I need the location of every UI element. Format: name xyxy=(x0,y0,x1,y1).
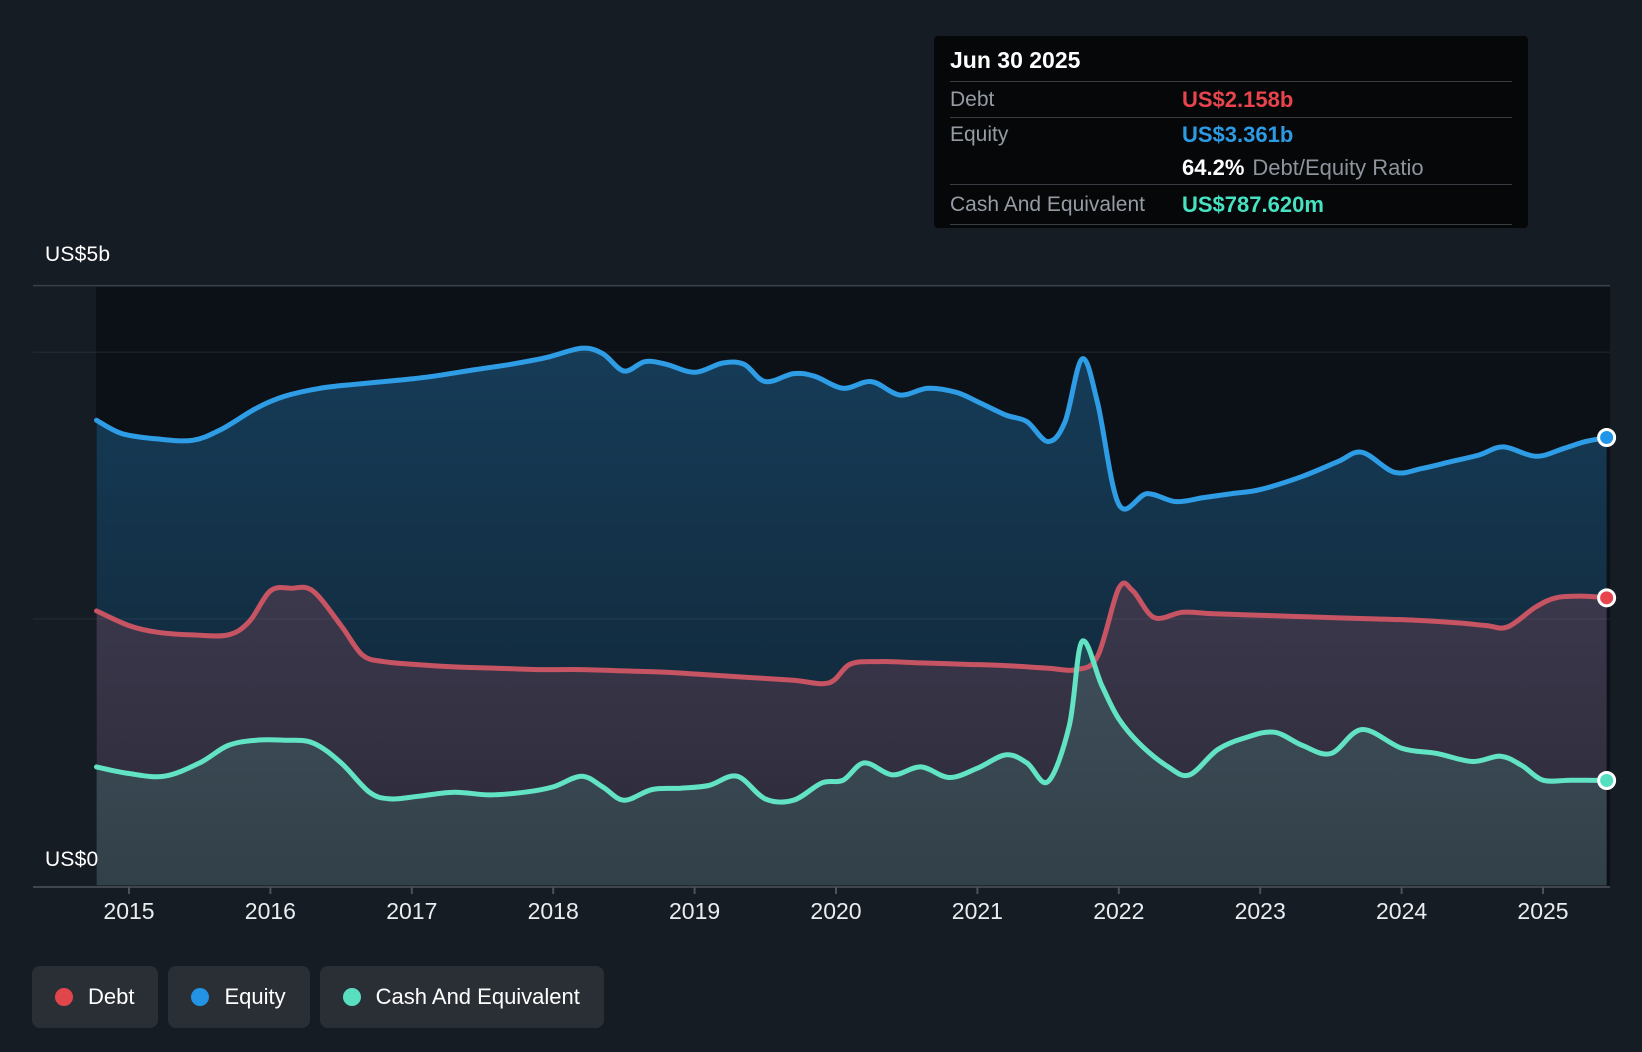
y-axis-zero-label: US$0 xyxy=(45,848,98,872)
tooltip-debt-label: Debt xyxy=(950,88,1182,112)
equity-endpoint-marker xyxy=(1599,429,1615,445)
chart-legend: Debt Equity Cash And Equivalent xyxy=(32,966,604,1028)
tooltip-ratio-label: Debt/Equity Ratio xyxy=(1252,155,1423,181)
tooltip-cash-label: Cash And Equivalent xyxy=(950,193,1182,217)
tooltip-cash-value: US$787.620m xyxy=(1182,192,1324,218)
year-label-2023: 2023 xyxy=(1235,898,1286,925)
year-label-2025: 2025 xyxy=(1517,898,1568,925)
legend-equity-label: Equity xyxy=(224,984,285,1010)
legend-item-equity[interactable]: Equity xyxy=(168,966,309,1028)
tooltip-row-ratio: 64.2% Debt/Equity Ratio xyxy=(950,151,1512,184)
legend-cash-label: Cash And Equivalent xyxy=(376,984,580,1010)
debt-endpoint-marker xyxy=(1599,590,1615,606)
year-label-2020: 2020 xyxy=(810,898,861,925)
debt-dot-icon xyxy=(55,988,73,1006)
legend-debt-label: Debt xyxy=(88,984,134,1010)
tooltip-debt-value: US$2.158b xyxy=(1182,87,1293,113)
year-label-2022: 2022 xyxy=(1093,898,1144,925)
tooltip-date: Jun 30 2025 xyxy=(950,36,1512,81)
legend-item-cash[interactable]: Cash And Equivalent xyxy=(320,966,604,1028)
year-label-2015: 2015 xyxy=(103,898,154,925)
tooltip-ratio-value: 64.2% xyxy=(1182,155,1244,181)
year-label-2016: 2016 xyxy=(245,898,296,925)
year-label-2017: 2017 xyxy=(386,898,437,925)
cash-dot-icon xyxy=(343,988,361,1006)
year-label-2021: 2021 xyxy=(952,898,1003,925)
debt-equity-analysis-page: { "page": {"bg": "#161c24", "plot_bg": "… xyxy=(0,0,1642,1052)
equity-dot-icon xyxy=(191,988,209,1006)
tooltip-row-equity: Equity US$3.361b xyxy=(950,117,1512,151)
legend-item-debt[interactable]: Debt xyxy=(32,966,158,1028)
tooltip-equity-value: US$3.361b xyxy=(1182,122,1293,148)
year-label-2024: 2024 xyxy=(1376,898,1427,925)
tooltip-row-cash: Cash And Equivalent US$787.620m xyxy=(950,184,1512,225)
y-axis-max-label: US$5b xyxy=(45,243,110,267)
year-label-2018: 2018 xyxy=(528,898,579,925)
date-tooltip: Jun 30 2025 Debt US$2.158b Equity US$3.3… xyxy=(934,36,1528,228)
tooltip-equity-label: Equity xyxy=(950,123,1182,147)
year-label-2019: 2019 xyxy=(669,898,720,925)
cash-and-equivalent-endpoint-marker xyxy=(1599,773,1615,789)
tooltip-row-debt: Debt US$2.158b xyxy=(950,81,1512,117)
